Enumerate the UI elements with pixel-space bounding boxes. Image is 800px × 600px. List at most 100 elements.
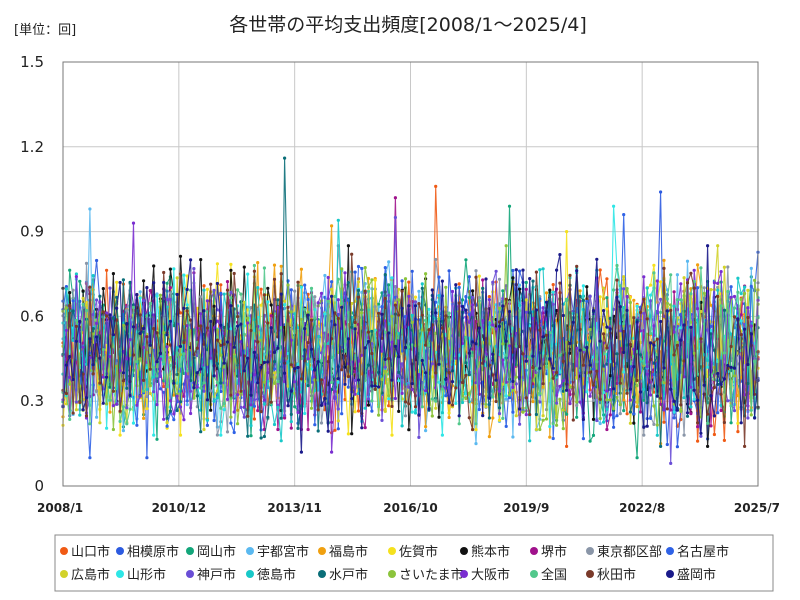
data-point [528, 356, 532, 360]
data-point [635, 304, 639, 308]
data-point [390, 340, 394, 344]
data-point [649, 416, 653, 420]
data-point [487, 295, 491, 299]
data-point [434, 311, 438, 315]
data-point [685, 414, 690, 418]
legend-box [54, 534, 774, 592]
data-point [511, 410, 515, 414]
data-point [434, 184, 438, 188]
data-point [111, 389, 115, 393]
data-point [111, 316, 115, 320]
data-point [471, 428, 475, 432]
data-point [283, 156, 287, 160]
data-point [692, 388, 696, 392]
data-point [504, 397, 508, 401]
data-point [410, 387, 414, 391]
data-point [336, 298, 340, 302]
data-point [366, 403, 371, 407]
data-point [467, 320, 471, 324]
legend-marker [388, 547, 396, 555]
data-point [551, 422, 555, 426]
data-point [81, 289, 85, 293]
data-point [457, 282, 461, 286]
data-point [397, 298, 401, 302]
data-point [319, 378, 324, 382]
data-point [202, 389, 206, 393]
data-point [561, 313, 565, 318]
data-point [98, 421, 102, 425]
legend-label: 福島市 [329, 544, 368, 560]
data-point [400, 362, 404, 366]
data-point [612, 204, 616, 208]
data-point [360, 290, 364, 294]
data-point [464, 361, 468, 365]
data-point [679, 403, 683, 407]
data-point [272, 367, 277, 371]
data-point [195, 385, 199, 389]
legend-item: 神戸市 [186, 567, 236, 583]
data-point [363, 346, 367, 350]
data-point [534, 412, 539, 417]
data-point [205, 423, 209, 427]
data-point [531, 316, 535, 321]
data-point [370, 329, 374, 333]
data-point [363, 426, 367, 430]
data-point [575, 264, 579, 268]
data-point [417, 302, 421, 306]
data-point [464, 392, 468, 396]
data-point [743, 291, 747, 296]
data-point [481, 286, 485, 290]
data-point [598, 339, 602, 343]
data-point [622, 305, 626, 310]
data-point [252, 417, 256, 421]
data-point [269, 303, 273, 307]
data-point [353, 327, 357, 331]
data-point [185, 274, 189, 278]
data-point [706, 244, 710, 248]
data-point [642, 361, 646, 365]
data-point [555, 393, 559, 397]
data-point [460, 298, 465, 302]
data-point [296, 326, 300, 330]
data-point [111, 272, 115, 276]
data-point [602, 286, 606, 290]
data-point [568, 341, 572, 345]
data-point [336, 316, 340, 321]
data-point [131, 305, 136, 309]
data-point [585, 345, 589, 350]
data-point [588, 439, 592, 443]
data-point [115, 364, 119, 368]
data-point [158, 293, 162, 297]
data-point [726, 363, 730, 368]
data-point [484, 337, 488, 341]
data-point [400, 424, 404, 428]
data-point [581, 437, 586, 441]
data-point [383, 357, 387, 361]
data-point [477, 407, 481, 412]
data-point [753, 416, 757, 420]
data-point [306, 384, 310, 388]
data-point [551, 436, 555, 441]
data-point [387, 394, 391, 398]
legend-label: 佐賀市 [399, 544, 438, 560]
data-point [638, 353, 643, 357]
legend-marker [530, 547, 538, 555]
data-point [259, 360, 263, 364]
data-point [628, 410, 633, 414]
data-point [158, 387, 162, 391]
data-point [219, 389, 223, 394]
data-point [555, 370, 559, 375]
data-point [81, 296, 85, 300]
data-point [393, 215, 397, 220]
data-point [608, 413, 612, 417]
data-point [659, 310, 663, 314]
data-point [95, 335, 99, 339]
data-point [330, 380, 334, 384]
data-point [602, 390, 606, 395]
data-point [286, 283, 290, 287]
data-point [719, 392, 723, 396]
data-point [521, 410, 525, 414]
data-point [514, 344, 518, 348]
data-point [450, 403, 455, 407]
data-point [702, 286, 706, 290]
